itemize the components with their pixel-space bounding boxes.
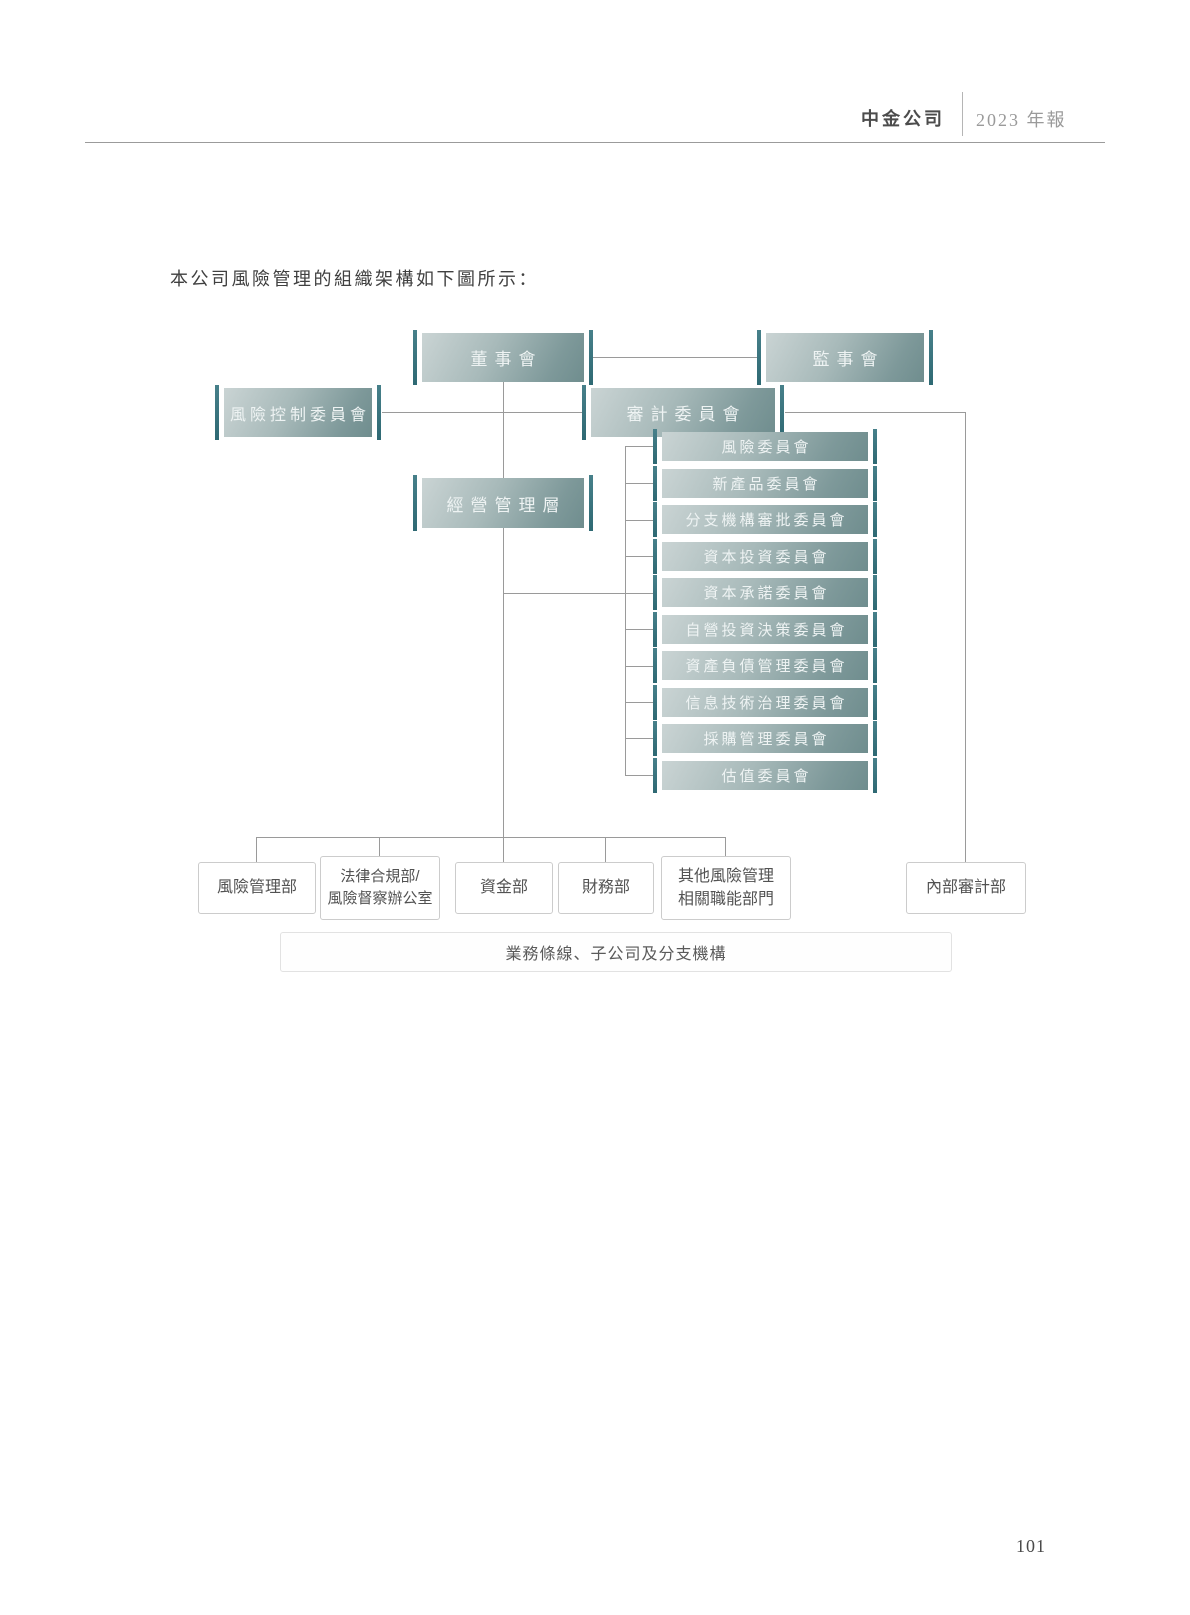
connector-line [785, 412, 965, 413]
node-management: 經營管理層 [413, 475, 593, 531]
connector-line [625, 483, 653, 484]
department-label: 資金部 [479, 879, 528, 897]
department-label: 法律合規部/ [340, 868, 420, 886]
connector-line [725, 837, 726, 856]
connector-line [503, 382, 504, 862]
node-department: 法律合規部/ 風險督察辦公室 [320, 856, 440, 920]
node-department: 風險管理部 [198, 862, 316, 914]
connector-line [625, 775, 653, 776]
node-department: 其他風險管理 相關職能部門 [661, 856, 791, 920]
department-label: 其他風險管理 [677, 867, 774, 885]
node-department: 財務部 [558, 862, 654, 914]
header-divider [962, 92, 963, 136]
connector-line [379, 837, 380, 856]
connector-line [256, 837, 257, 862]
node-committee: 資產負債管理委員會 [653, 648, 877, 683]
node-business-lines: 業務條線、子公司及分支機構 [280, 932, 952, 972]
department-label: 相關職能部門 [677, 891, 774, 908]
node-committee: 採購管理委員會 [653, 721, 877, 756]
node-committee: 信息技術治理委員會 [653, 685, 877, 720]
node-committee: 風險委員會 [653, 429, 877, 464]
node-supervisory-board: 監事會 [757, 330, 933, 385]
connector-line [625, 520, 653, 521]
node-board-of-directors: 董事會 [413, 330, 593, 385]
node-committee: 資本承諾委員會 [653, 575, 877, 610]
connector-line [605, 837, 606, 862]
connector-line [965, 412, 966, 862]
header-rule [85, 142, 1105, 143]
node-committee: 分支機構審批委員會 [653, 502, 877, 537]
connector-line [382, 412, 582, 413]
department-label: 風險督察辦公室 [327, 890, 433, 907]
node-committee: 新產品委員會 [653, 466, 877, 501]
connector-line [503, 593, 653, 594]
connector-line [625, 666, 653, 667]
node-committee: 自營投資決策委員會 [653, 612, 877, 647]
department-label: 風險管理部 [216, 879, 297, 897]
node-department: 內部審計部 [906, 862, 1026, 914]
department-label: 財務部 [581, 879, 630, 897]
node-audit-committee: 審計委員會 [582, 385, 784, 440]
connector-line [625, 446, 626, 775]
node-committee: 資本投資委員會 [653, 539, 877, 574]
page-number: 101 [1016, 1536, 1046, 1556]
connector-line [625, 629, 653, 630]
header-company-name: 中金公司 [861, 109, 945, 129]
header-report-year: 2023 年報 [976, 110, 1067, 130]
intro-text: 本公司風險管理的組織架構如下圖所示： [170, 269, 539, 289]
node-risk-control-committee: 風險控制委員會 [215, 385, 381, 440]
connector-line [593, 357, 757, 358]
connector-line [625, 446, 653, 447]
node-committee: 估值委員會 [653, 758, 877, 793]
connector-line [256, 837, 725, 838]
connector-line [625, 702, 653, 703]
connector-line [625, 556, 653, 557]
connector-line [625, 738, 653, 739]
department-label: 內部審計部 [925, 879, 1006, 897]
node-department: 資金部 [455, 862, 553, 914]
